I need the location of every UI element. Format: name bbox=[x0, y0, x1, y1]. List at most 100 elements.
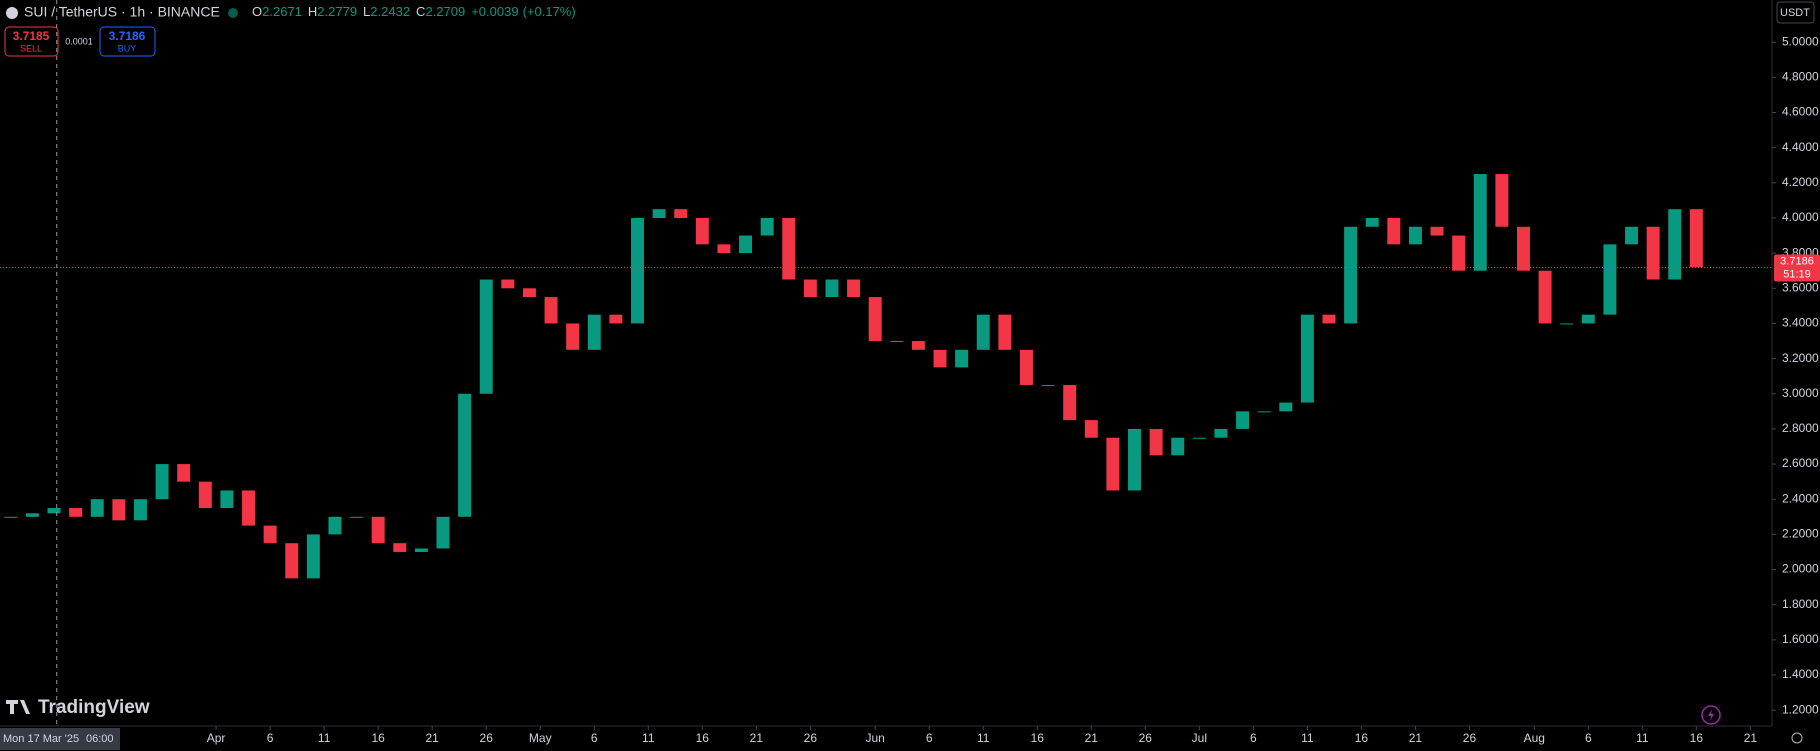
candle bbox=[1495, 174, 1509, 227]
crosshair-label-box bbox=[0, 728, 120, 750]
change-pct: (+0.17%) bbox=[523, 4, 576, 19]
candle bbox=[133, 499, 147, 521]
y-tick-label: 2.6000 bbox=[1782, 456, 1819, 470]
crosshair-time: 06:00 bbox=[86, 733, 114, 745]
y-tick-label: 4.0000 bbox=[1782, 210, 1819, 224]
buy-price[interactable]: 3.7186 bbox=[109, 29, 146, 43]
x-tick-label: 6 bbox=[267, 731, 274, 745]
symbol-title[interactable]: SUI / TetherUS · 1h · BINANCE bbox=[24, 4, 220, 20]
x-tick-label: 26 bbox=[1463, 731, 1477, 745]
x-tick-label: Jun bbox=[866, 731, 885, 745]
x-tick-label: 16 bbox=[1031, 731, 1045, 745]
candle bbox=[1171, 437, 1185, 456]
y-tick-label: 2.0000 bbox=[1782, 562, 1819, 576]
candle bbox=[544, 297, 558, 324]
candle bbox=[933, 349, 947, 368]
candle bbox=[90, 499, 104, 517]
x-tick-label: 21 bbox=[750, 731, 764, 745]
candle bbox=[1322, 314, 1336, 324]
y-tick-label: 4.2000 bbox=[1782, 175, 1819, 189]
x-tick-label: 21 bbox=[1409, 731, 1423, 745]
y-tick-label: 2.2000 bbox=[1782, 527, 1819, 541]
candle bbox=[1019, 349, 1033, 385]
sell-price[interactable]: 3.7185 bbox=[13, 29, 50, 43]
candle bbox=[263, 525, 277, 544]
candle bbox=[782, 217, 796, 280]
x-tick-label: 16 bbox=[1355, 731, 1369, 745]
currency-button[interactable] bbox=[1776, 1, 1815, 24]
candle bbox=[414, 548, 428, 552]
x-tick-label: 16 bbox=[1690, 731, 1704, 745]
candle bbox=[760, 217, 774, 236]
symbol-icon[interactable] bbox=[6, 7, 18, 19]
candle bbox=[566, 323, 580, 350]
x-tick-label: Jul bbox=[1192, 731, 1207, 745]
candle bbox=[890, 341, 904, 343]
x-tick-label: 11 bbox=[1301, 731, 1314, 745]
candle bbox=[609, 314, 623, 324]
x-tick-label: Apr bbox=[207, 731, 226, 745]
x-tick-label: 11 bbox=[1636, 731, 1649, 745]
candle bbox=[1300, 314, 1314, 403]
settings-button[interactable] bbox=[1791, 732, 1803, 744]
market-status[interactable] bbox=[228, 8, 238, 18]
spread: 0.0001 bbox=[65, 36, 93, 46]
buy-label[interactable]: BUY bbox=[118, 43, 137, 53]
y-tick-label: 2.8000 bbox=[1782, 421, 1819, 435]
candle bbox=[1603, 244, 1617, 315]
candle bbox=[4, 516, 18, 518]
sell-button[interactable] bbox=[4, 26, 59, 57]
candle bbox=[242, 490, 255, 526]
candle bbox=[155, 464, 169, 500]
candle bbox=[371, 516, 385, 544]
candle bbox=[868, 297, 882, 342]
candle bbox=[285, 543, 299, 579]
candle bbox=[998, 314, 1012, 350]
candle bbox=[1452, 235, 1466, 271]
currency[interactable]: USDT bbox=[1780, 7, 1810, 19]
y-tick-label: 3.6000 bbox=[1782, 280, 1819, 294]
price-tag-countdown: 51:19 bbox=[1783, 268, 1811, 280]
candle bbox=[1365, 217, 1379, 227]
candle bbox=[695, 217, 709, 245]
candle bbox=[1063, 384, 1077, 421]
candle bbox=[1041, 384, 1055, 386]
ohlc-value: 2.2779 bbox=[317, 4, 357, 19]
x-tick-label: 21 bbox=[1085, 731, 1099, 745]
x-tick-label: 11 bbox=[318, 731, 331, 745]
candle bbox=[501, 279, 515, 289]
candle bbox=[220, 490, 234, 509]
crosshair-date: Mon 17 Mar '25 bbox=[3, 733, 79, 745]
y-tick-label: 1.4000 bbox=[1782, 667, 1819, 681]
candle bbox=[739, 235, 753, 254]
candle bbox=[479, 279, 493, 394]
plot-area bbox=[4, 174, 1703, 579]
y-tick-label: 5.0000 bbox=[1782, 34, 1819, 48]
x-tick-label: 11 bbox=[977, 731, 990, 745]
brand-logo[interactable] bbox=[6, 700, 30, 714]
lightning-button[interactable] bbox=[1701, 705, 1721, 725]
y-tick-label: 2.4000 bbox=[1782, 491, 1819, 505]
ohlc-value: 2.2432 bbox=[370, 4, 410, 19]
candle bbox=[393, 543, 407, 552]
candle bbox=[350, 516, 364, 518]
candle bbox=[69, 508, 83, 517]
brand[interactable]: TradingView bbox=[38, 697, 150, 718]
candle bbox=[306, 534, 320, 579]
buy-button[interactable] bbox=[99, 26, 156, 57]
candle bbox=[1236, 411, 1250, 429]
candle bbox=[1149, 428, 1163, 456]
x-tick-label: 26 bbox=[1139, 731, 1153, 745]
candle bbox=[436, 516, 450, 549]
x-tick-label: 21 bbox=[1744, 731, 1758, 745]
ohlc-value: 2.2671 bbox=[262, 4, 302, 19]
ohlc-legend: O2.2671 H2.2779 L2.2432 C2.2709 +0.0039 (+0.1… bbox=[252, 4, 576, 19]
y-tick-label: 1.2000 bbox=[1782, 702, 1819, 716]
candle bbox=[198, 481, 212, 509]
ohlc-value: 2.2709 bbox=[425, 4, 465, 19]
x-tick-label: 6 bbox=[1585, 731, 1592, 745]
x-tick-label: 21 bbox=[426, 731, 440, 745]
sell-label[interactable]: SELL bbox=[20, 43, 42, 53]
change: +0.0039 bbox=[471, 4, 518, 19]
